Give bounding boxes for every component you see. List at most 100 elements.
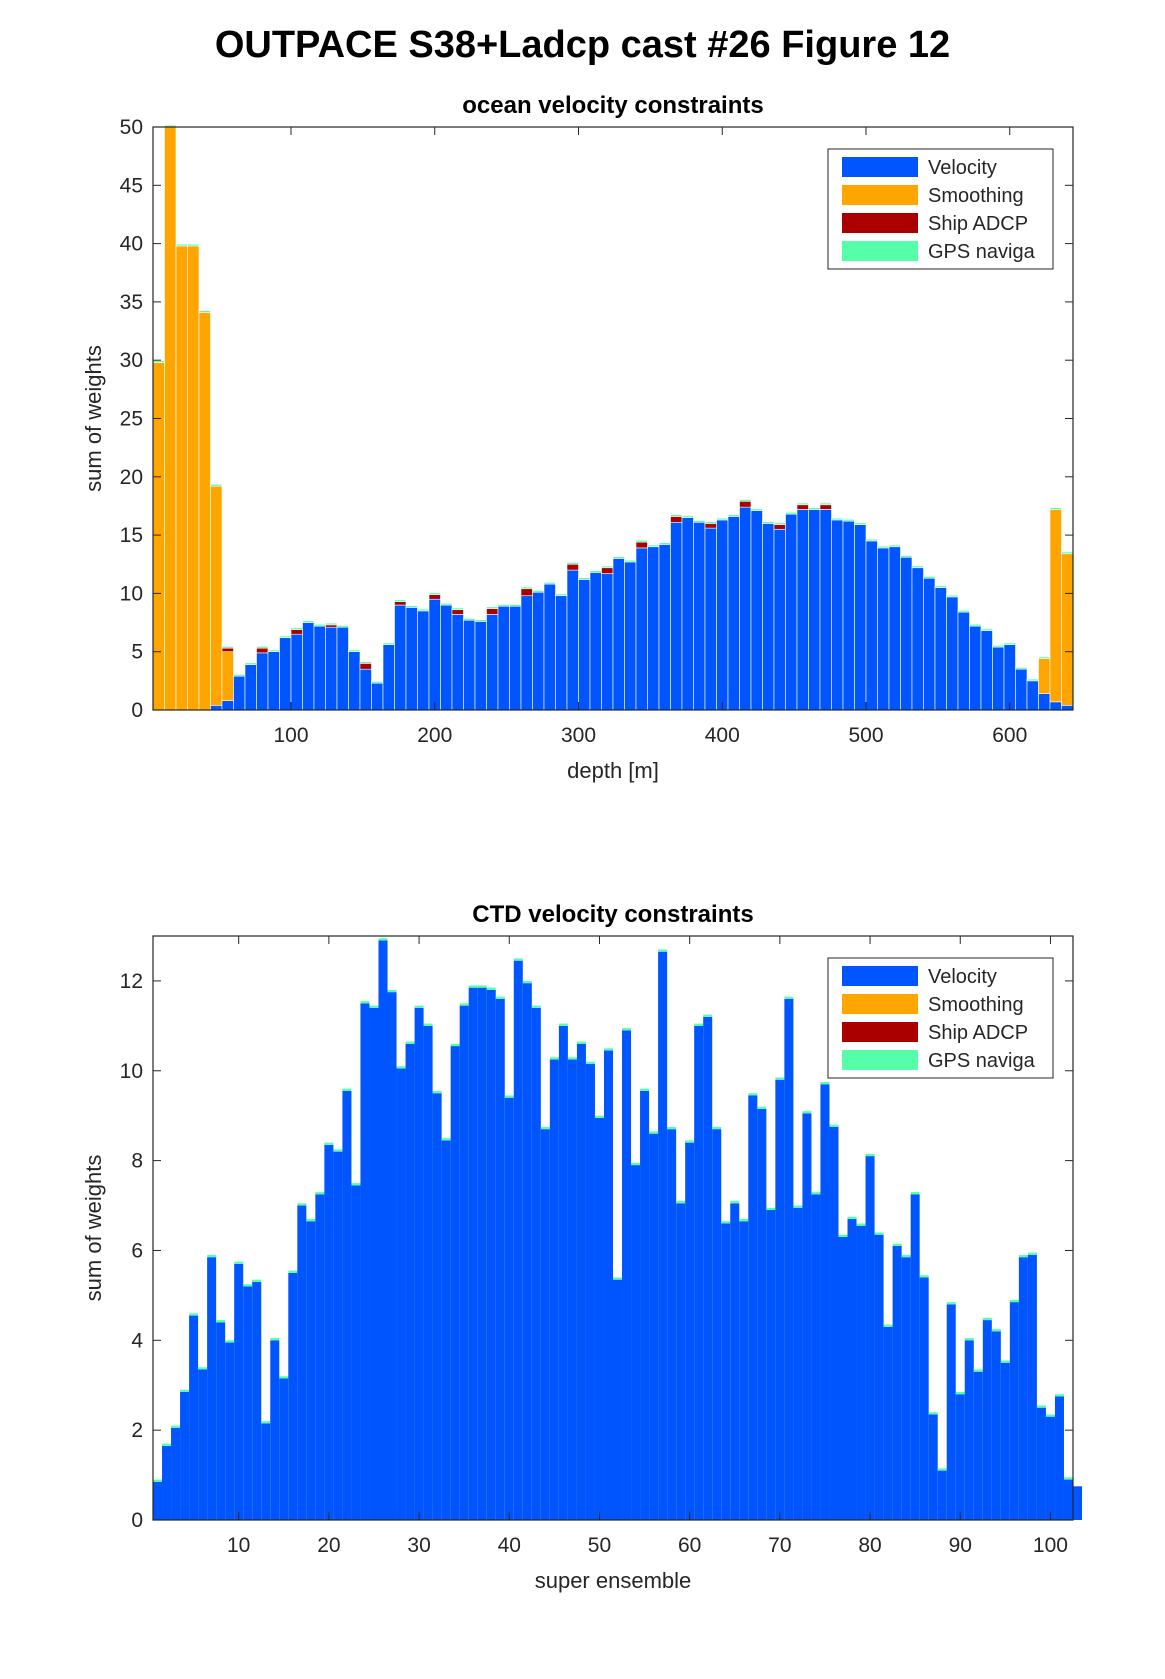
ctd-bar-gps-naviga [622,1028,632,1031]
ocean-bar-gps-naviga [716,517,729,521]
ctd-bar-velocity [288,1272,298,1520]
ctd-bar-velocity [640,1090,650,1520]
ctd-bar-velocity [847,1219,857,1520]
ocean-bar-ship-adcp [290,629,303,635]
ctd-bar-gps-naviga [883,1324,893,1327]
ocean-bar-smoothing [1061,553,1074,706]
ctd-bar-gps-naviga [901,1254,911,1258]
ocean-bar-gps-naviga [578,577,591,580]
ocean-bar-smoothing [164,126,177,711]
ctd-bar-velocity [495,998,505,1520]
ctd-bar-gps-naviga [225,1340,235,1343]
ocean-bar-gps-naviga [198,310,211,313]
ctd-bar-gps-naviga [558,1023,568,1026]
ctd-bar-velocity [811,1194,821,1520]
ocean-legend-label: GPS naviga [928,241,1036,263]
ocean-bar-velocity [624,561,637,711]
ctd-bar-gps-naviga [243,1284,253,1287]
ocean-bar-velocity [647,546,660,711]
ctd-bar-velocity [838,1236,848,1520]
ocean-bar-velocity [325,626,338,711]
ctd-bar-velocity [784,998,794,1520]
ocean-bar-velocity [394,604,407,711]
ocean-bar-gps-naviga [566,562,579,565]
ctd-bar-gps-naviga [315,1192,325,1195]
ocean-bar-gps-naviga [463,618,476,621]
ocean-bar-gps-naviga [509,604,522,607]
ocean-bar-gps-naviga [727,514,740,517]
ocean-bar-gps-naviga [739,499,752,502]
ocean-bar-gps-naviga [808,507,821,510]
ocean-bar-gps-naviga [681,515,694,518]
ctd-bar-velocity [405,1043,415,1520]
ctd-bar-velocity [856,1225,866,1520]
ocean-ytick-label: 25 [120,408,143,431]
ocean-bar-gps-naviga [417,608,430,612]
ctd-bar-velocity [658,951,668,1520]
ocean-bar-velocity [440,604,453,711]
ctd-bar-gps-naviga [504,1095,514,1098]
ctd-bar-gps-naviga [594,1115,604,1118]
ocean-bar-gps-naviga [612,556,625,559]
ocean-ytick-label: 5 [131,641,143,664]
ocean-bar-gps-naviga [1026,678,1039,682]
ocean-bar-gps-naviga [842,519,855,522]
ctd-bar-velocity [306,1221,316,1520]
ocean-bar-gps-naviga [980,628,993,632]
ocean-bar-velocity [279,637,292,711]
ocean-bar-velocity [256,652,269,711]
ctd-y-axis-label: sum of weights [81,1155,106,1302]
ocean-bar-ship-adcp [704,523,717,529]
ctd-bar-velocity [351,1185,361,1520]
ocean-bar-velocity [1026,680,1039,711]
ocean-bar-velocity [635,547,648,711]
ctd-bar-gps-naviga [252,1279,262,1282]
ctd-bar-gps-naviga [991,1329,1001,1332]
ctd-bar-velocity [613,1279,623,1520]
ocean-bar-velocity [819,509,832,711]
ctd-bar-gps-naviga [928,1412,938,1415]
ocean-bar-velocity [486,614,499,711]
ctd-xtick-label: 100 [1033,1534,1068,1557]
ocean-bar-gps-naviga [371,681,384,684]
ctd-bar-velocity [162,1445,172,1520]
ctd-bar-gps-naviga [730,1201,740,1204]
ctd-bar-gps-naviga [216,1320,226,1323]
ctd-bar-velocity [243,1286,253,1520]
ctd-bar-velocity [315,1194,325,1520]
ctd-bar-gps-naviga [856,1223,866,1226]
ctd-bar-gps-naviga [676,1201,686,1204]
ctd-bar-velocity [910,1194,920,1520]
ctd-bar-gps-naviga [766,1207,776,1211]
ctd-bar-gps-naviga [306,1219,316,1222]
ctd-bar-gps-naviga [468,985,478,988]
ocean-bar-velocity [313,625,326,711]
ocean-bar-gps-naviga [405,605,418,608]
ocean-bar-velocity [474,621,487,711]
ctd-bar-gps-naviga [531,1005,541,1008]
ctd-bar-velocity [1063,1479,1073,1520]
ocean-bar-gps-naviga [946,594,959,598]
ocean-bar-velocity [911,567,924,711]
ocean-bar-velocity [555,595,568,711]
ocean-bar-velocity [750,510,763,711]
ocean-bar-gps-naviga [1061,551,1074,555]
ocean-bar-ship-adcp [635,541,648,549]
ctd-bar-velocity [603,1050,613,1520]
ctd-bar-gps-naviga [549,1057,559,1060]
ctd-xtick-label: 60 [678,1534,701,1557]
ctd-bar-velocity [1000,1362,1010,1520]
ocean-bar-smoothing [1049,509,1062,703]
ocean-bar-ship-adcp [566,563,579,571]
ocean-bar-velocity [739,506,752,711]
ctd-bar-velocity [748,1095,758,1520]
ctd-bar-velocity [324,1144,334,1520]
ocean-bar-velocity [796,509,809,711]
ocean-bar-velocity [290,633,303,711]
ctd-legend-label: Ship ADCP [928,1022,1028,1044]
ctd-bar-gps-naviga [784,996,794,999]
ocean-ytick-label: 15 [120,524,143,547]
ctd-bar-gps-naviga [1045,1414,1055,1417]
ctd-bar-velocity [153,1481,163,1520]
ctd-bar-gps-naviga [1063,1477,1073,1480]
